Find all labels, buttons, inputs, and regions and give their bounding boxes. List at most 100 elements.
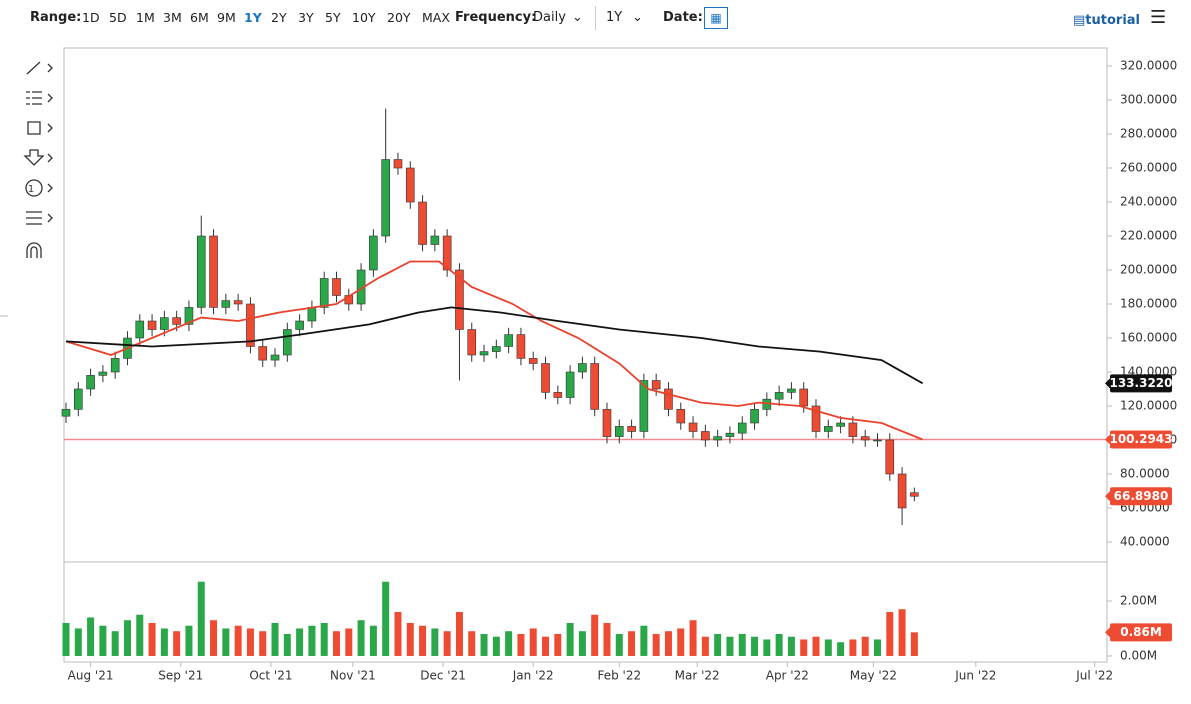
x-tick-label: Jan '22	[512, 669, 554, 683]
volume-bar	[652, 633, 660, 656]
price-tag-pointer	[1105, 627, 1110, 638]
candle-body	[209, 235, 218, 308]
range-option[interactable]: 1Y	[244, 10, 262, 25]
candle-body	[553, 392, 563, 398]
candle-body	[590, 363, 599, 410]
candle-body	[664, 388, 673, 410]
range-option[interactable]: 10Y	[352, 10, 376, 25]
y-tick-label: 40.0000	[1120, 534, 1170, 548]
x-tick-label: Dec '21	[420, 669, 466, 683]
range-option[interactable]: 5Y	[325, 10, 341, 25]
range-option[interactable]: 2Y	[271, 10, 287, 25]
candle-body	[578, 363, 587, 373]
volume-bar	[271, 622, 279, 656]
volume-bar	[775, 633, 783, 656]
tutorial-link[interactable]: ▤tutorial	[1073, 13, 1141, 28]
volume-bar	[751, 636, 759, 656]
period-select[interactable]: 1Y	[606, 10, 623, 25]
volume-bar	[578, 631, 586, 656]
volume-bar	[910, 632, 918, 656]
tool-fib[interactable]	[26, 91, 53, 105]
y-tick-label: 320.0000	[1120, 59, 1177, 73]
price-tag	[1110, 430, 1172, 449]
menu-button[interactable]: ☰	[1150, 7, 1167, 28]
candle-body	[528, 358, 538, 364]
volume-bar	[308, 625, 316, 656]
candle-body	[860, 436, 870, 441]
range-option[interactable]: MAX	[422, 10, 450, 25]
x-tick-label: Oct '21	[249, 669, 292, 683]
volume-bar	[603, 622, 611, 656]
tool-magnet[interactable]	[26, 242, 42, 258]
frequency-label: Frequency:	[455, 10, 537, 25]
tool-count-icon: 1	[28, 184, 34, 195]
volume-bar	[296, 628, 304, 656]
y-tick-label: 220.0000	[1120, 229, 1177, 243]
volume-bar	[873, 639, 881, 656]
volume-bar	[62, 622, 70, 656]
volume-bar	[886, 611, 894, 656]
x-tick-label: Aug '21	[68, 669, 114, 683]
tool-count[interactable]	[25, 179, 43, 197]
candle-body	[196, 235, 206, 308]
volume-bar	[664, 631, 672, 656]
candle-body	[750, 409, 759, 424]
range-label: Range:	[30, 10, 82, 25]
x-tick-label: Mar '22	[675, 669, 720, 683]
date-picker[interactable]: ▦	[704, 7, 728, 29]
range-option[interactable]: 20Y	[387, 10, 411, 25]
volume-bar	[812, 636, 820, 656]
volume-bar	[87, 617, 95, 656]
volume-bar	[640, 625, 648, 656]
candle-body	[627, 426, 636, 432]
range-option[interactable]: 5D	[109, 10, 127, 25]
candle-body	[701, 431, 710, 441]
volume-bar	[369, 625, 377, 656]
candle-body	[455, 269, 464, 330]
range-option[interactable]: 1D	[82, 10, 100, 25]
moving-average	[65, 306, 924, 385]
volume-bar	[394, 611, 402, 656]
volume-bar	[332, 631, 340, 656]
range-option[interactable]: 9M	[217, 10, 236, 25]
volume-bar	[468, 631, 476, 656]
volume-bar	[726, 636, 734, 656]
volume-bar	[406, 622, 414, 656]
volume-bar	[480, 633, 488, 656]
dropdown-icon: ⌄	[632, 10, 643, 25]
tool-measure[interactable]	[26, 183, 53, 225]
range-option[interactable]: 1M	[136, 10, 155, 25]
tool-line[interactable]	[26, 61, 53, 75]
volume-bar	[111, 631, 119, 656]
date-label: Date:	[663, 10, 703, 25]
volume-bar	[234, 625, 242, 656]
volume-bar	[197, 581, 205, 656]
price-tag	[1110, 487, 1172, 506]
tool-arrow[interactable]	[23, 149, 53, 166]
price-tag	[1110, 623, 1172, 642]
price-tag	[1110, 374, 1172, 393]
candle-body	[307, 307, 317, 322]
candle-body	[369, 235, 378, 271]
candle-body	[221, 300, 231, 308]
candle-body	[516, 334, 526, 359]
candle-body	[283, 329, 292, 356]
volume-bar	[455, 611, 463, 656]
volume-bar	[898, 609, 906, 656]
tool-rect[interactable]	[27, 121, 53, 135]
y-tick-label: 240.0000	[1120, 195, 1177, 209]
volume-bar	[689, 620, 697, 656]
candle-body	[492, 346, 501, 352]
range-option[interactable]: 3M	[163, 10, 182, 25]
frequency-select[interactable]: Daily	[533, 10, 566, 25]
toolbar: Range: 1D 5D 1M 3M 6M 9M 1Y 2Y 3Y 5Y 10Y 20Y MAX Fre…	[0, 0, 1191, 36]
range-option[interactable]: 3Y	[298, 10, 314, 25]
candle-body	[332, 278, 341, 296]
range-option[interactable]: 6M	[190, 10, 209, 25]
candle-body	[737, 422, 747, 434]
y-tick-label: 80.0000	[1120, 466, 1170, 480]
candle-body	[836, 422, 845, 427]
volume-bar	[431, 628, 439, 656]
candle-body	[270, 354, 280, 361]
volume-bar	[591, 614, 599, 656]
